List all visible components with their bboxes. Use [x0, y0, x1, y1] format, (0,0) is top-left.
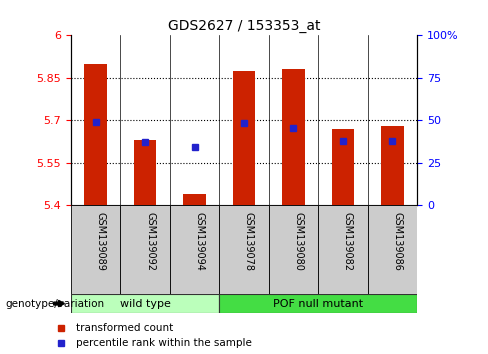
Text: POF null mutant: POF null mutant — [273, 298, 363, 309]
Bar — [170, 205, 219, 296]
Bar — [368, 205, 417, 296]
Bar — [318, 205, 368, 296]
Text: transformed count: transformed count — [76, 322, 173, 332]
Text: GSM139094: GSM139094 — [195, 212, 204, 270]
Title: GDS2627 / 153353_at: GDS2627 / 153353_at — [168, 19, 320, 33]
Text: GSM139078: GSM139078 — [244, 212, 254, 271]
Bar — [120, 205, 170, 296]
Text: genotype/variation: genotype/variation — [5, 298, 104, 309]
Text: GSM139086: GSM139086 — [392, 212, 403, 270]
Bar — [269, 205, 318, 296]
Bar — [332, 129, 354, 205]
Bar — [84, 64, 107, 205]
Text: GSM139080: GSM139080 — [293, 212, 304, 270]
Bar — [381, 126, 404, 205]
Text: GSM139089: GSM139089 — [96, 212, 105, 270]
Bar — [283, 69, 305, 205]
Bar — [134, 140, 156, 205]
Text: percentile rank within the sample: percentile rank within the sample — [76, 338, 252, 348]
Bar — [71, 294, 219, 313]
Text: GSM139082: GSM139082 — [343, 212, 353, 271]
Bar — [219, 205, 269, 296]
Bar — [183, 194, 205, 205]
Bar — [233, 71, 255, 205]
Bar — [219, 294, 417, 313]
Text: wild type: wild type — [120, 298, 170, 309]
Bar — [71, 205, 120, 296]
Text: GSM139092: GSM139092 — [145, 212, 155, 271]
